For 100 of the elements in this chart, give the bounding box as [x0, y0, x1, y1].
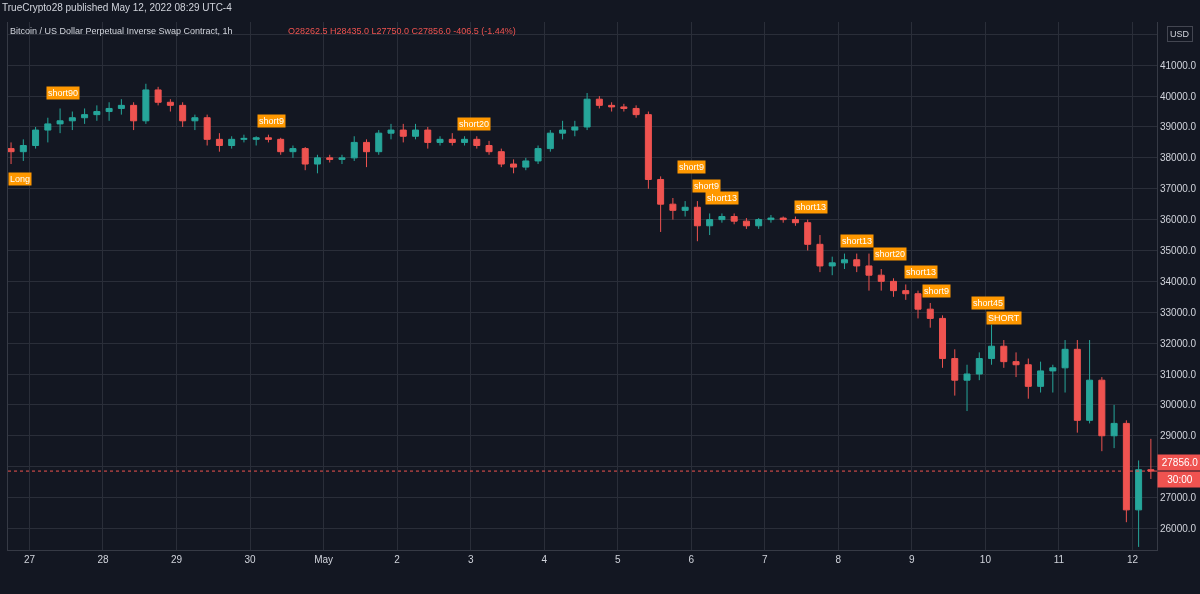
- candlestick: [399, 123, 407, 143]
- candlestick: [301, 146, 309, 171]
- candlestick: [313, 154, 321, 174]
- y-tick-label: 36000.0: [1160, 214, 1197, 226]
- candlestick: [902, 283, 910, 301]
- candlestick: [963, 364, 971, 412]
- candlestick: [853, 253, 861, 273]
- x-tick-label: 2: [394, 554, 401, 565]
- candlestick: [240, 134, 248, 143]
- x-tick-label: 10: [979, 554, 992, 565]
- candlestick: [718, 212, 726, 224]
- candlestick: [1012, 351, 1020, 378]
- candlestick: [914, 290, 922, 319]
- candlestick: [387, 123, 395, 140]
- candlestick: [68, 111, 76, 131]
- ref-line-label: 27856.0: [1161, 457, 1199, 468]
- candlestick: [1049, 364, 1057, 394]
- y-tick-label: 26000.0: [1160, 522, 1197, 534]
- candlestick: [277, 137, 285, 156]
- candlestick: [828, 256, 836, 276]
- candlestick: [755, 217, 763, 230]
- annotation: short9: [924, 286, 950, 296]
- candlestick: [203, 114, 211, 147]
- y-tick-label: 41000.0: [1160, 59, 1197, 71]
- x-tick-label: 29: [170, 554, 183, 565]
- annotation: short13: [842, 236, 873, 246]
- x-tick-label: 8: [835, 554, 842, 565]
- candlestick: [939, 314, 947, 369]
- candlestick: [19, 138, 27, 162]
- candlestick: [436, 135, 444, 147]
- candlestick: [130, 101, 138, 131]
- x-tick-label: 30: [244, 554, 257, 565]
- candlestick: [559, 120, 567, 140]
- candlestick: [988, 324, 996, 366]
- candlestick: [56, 107, 64, 134]
- annotation: short90: [48, 88, 79, 98]
- candlestick: [816, 234, 824, 273]
- candlestick: [1061, 339, 1069, 394]
- candlestick: [681, 200, 689, 218]
- annotation: short20: [875, 249, 906, 259]
- candlestick: [742, 217, 750, 230]
- x-tick-label: 7: [762, 554, 769, 565]
- candlestick: [424, 126, 432, 150]
- candlestick: [706, 212, 714, 236]
- x-tick-label: 6: [688, 554, 695, 565]
- candlestick: [1024, 358, 1032, 400]
- candlestick: [571, 120, 579, 137]
- candlestick: [1073, 339, 1081, 434]
- candlestick: [865, 253, 873, 292]
- text: 30:00: [1167, 474, 1193, 485]
- candlestick: [889, 277, 897, 298]
- candlestick: [730, 212, 738, 225]
- y-tick-label: 37000.0: [1160, 183, 1197, 195]
- x-tick-label: 9: [909, 554, 916, 565]
- candlestick: [485, 140, 493, 156]
- candlestick: [546, 129, 554, 153]
- candlestick: [338, 154, 346, 165]
- y-tick-label: 32000.0: [1160, 337, 1197, 349]
- candlestick: [779, 216, 787, 224]
- x-tick-label: May: [314, 554, 334, 565]
- candlestick: [510, 158, 518, 174]
- candlestick: [1037, 361, 1045, 394]
- y-tick-label: 33000.0: [1160, 306, 1197, 318]
- candlestick: [657, 175, 665, 233]
- annotation: short9: [679, 162, 705, 172]
- candlestick: [362, 138, 370, 168]
- x-tick-label: 12: [1126, 554, 1139, 565]
- candlestick: [93, 104, 101, 122]
- candlestick: [8, 141, 15, 165]
- x-tick-label: 5: [614, 554, 621, 565]
- x-tick-label: 3: [467, 554, 474, 565]
- annotation: O28262.5 H28435.0 L27750.0 C27856.0 -406.5 (-1.44%): [288, 26, 516, 36]
- annotation: SHORT: [988, 313, 1020, 323]
- candlestick: [669, 197, 677, 221]
- annotation: short20: [459, 119, 490, 129]
- candlestick: [877, 268, 885, 292]
- y-tick-label: 27000.0: [1160, 492, 1197, 504]
- candlestick: [142, 83, 150, 125]
- candlestick: [975, 351, 983, 381]
- candlestick: [412, 123, 420, 140]
- candlestick: [608, 101, 616, 113]
- candlestick: [154, 86, 162, 106]
- candlestick: [252, 135, 260, 147]
- candlestick: [166, 98, 174, 113]
- candlestick: [81, 107, 89, 125]
- candlestick: [191, 114, 199, 131]
- candlestick: [791, 216, 799, 227]
- candlestick: [264, 134, 272, 143]
- candlestick: [767, 214, 775, 224]
- annotation: short13: [707, 193, 738, 203]
- candlestick: [497, 148, 505, 168]
- y-tick-label: 35000.0: [1160, 244, 1197, 256]
- x-tick-label: 27: [23, 554, 36, 565]
- x-tick-label: 28: [97, 554, 109, 565]
- x-tick-label: 4: [541, 554, 548, 565]
- candlestick: [840, 253, 848, 270]
- y-tick-label: 38000.0: [1160, 152, 1197, 164]
- candlestick: [1086, 339, 1094, 424]
- text: Bitcoin / US Dollar Perpetual Inverse Swap Contract, 1h: [10, 26, 233, 37]
- candlestick: [448, 132, 456, 147]
